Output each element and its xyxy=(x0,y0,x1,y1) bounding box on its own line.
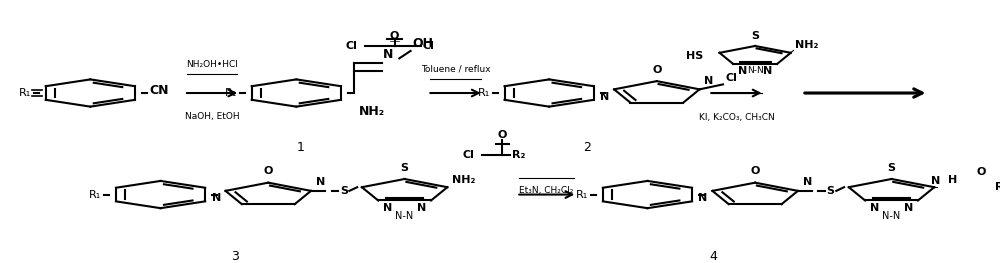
Text: O: O xyxy=(750,166,760,176)
Text: S: S xyxy=(827,186,835,196)
Text: N: N xyxy=(738,66,747,76)
Text: R₂: R₂ xyxy=(512,150,525,160)
Text: N-N: N-N xyxy=(882,211,901,221)
Text: Cl: Cl xyxy=(345,41,357,51)
Text: N: N xyxy=(870,203,879,213)
Text: N: N xyxy=(316,177,325,187)
Text: N: N xyxy=(383,203,392,213)
Text: O: O xyxy=(976,167,986,177)
Text: Et₃N, CH₂Cl₂: Et₃N, CH₂Cl₂ xyxy=(519,186,574,195)
Text: N: N xyxy=(698,193,708,203)
Text: CN: CN xyxy=(149,84,169,97)
Text: S: S xyxy=(340,186,348,196)
Text: N-N: N-N xyxy=(747,66,764,75)
Text: N: N xyxy=(904,203,913,213)
Text: H: H xyxy=(948,175,958,185)
Text: NH₂OH•HCl: NH₂OH•HCl xyxy=(186,60,238,69)
Text: NH₂: NH₂ xyxy=(795,40,819,50)
Text: NH₂: NH₂ xyxy=(359,105,385,118)
Text: N: N xyxy=(763,66,772,76)
Text: NaOH, EtOH: NaOH, EtOH xyxy=(185,112,239,121)
Text: R₁: R₁ xyxy=(19,88,31,98)
Text: N-N: N-N xyxy=(395,211,414,221)
Text: N: N xyxy=(600,92,609,102)
Text: O: O xyxy=(498,130,507,140)
Text: Cl: Cl xyxy=(423,41,435,51)
Text: S: S xyxy=(751,31,759,41)
Text: R₁: R₁ xyxy=(89,190,102,200)
Text: 1: 1 xyxy=(297,141,305,154)
Text: O: O xyxy=(264,166,273,176)
Text: 3: 3 xyxy=(232,250,239,263)
Text: Cl: Cl xyxy=(462,150,474,160)
Text: OH: OH xyxy=(412,37,433,50)
Text: R₂: R₂ xyxy=(995,182,1000,192)
Text: S: S xyxy=(401,163,409,173)
Text: Toluene / reflux: Toluene / reflux xyxy=(421,64,490,73)
Text: HS: HS xyxy=(686,51,704,61)
Text: N: N xyxy=(417,203,426,213)
Text: O: O xyxy=(390,31,399,41)
Text: R₁: R₁ xyxy=(576,190,588,200)
Text: Cl: Cl xyxy=(726,73,738,83)
Text: N: N xyxy=(803,177,812,187)
Text: N: N xyxy=(931,176,940,186)
Text: N: N xyxy=(212,193,221,203)
Text: 4: 4 xyxy=(709,250,717,263)
Text: R₁: R₁ xyxy=(478,88,490,98)
Text: N: N xyxy=(704,76,714,86)
Text: NH₂: NH₂ xyxy=(452,175,475,185)
Text: KI, K₂CO₃, CH₃CN: KI, K₂CO₃, CH₃CN xyxy=(699,113,774,122)
Text: O: O xyxy=(652,65,662,75)
Text: 2: 2 xyxy=(583,141,591,154)
Text: S: S xyxy=(888,163,896,173)
Text: R₁: R₁ xyxy=(225,88,237,98)
Text: N: N xyxy=(382,48,393,61)
